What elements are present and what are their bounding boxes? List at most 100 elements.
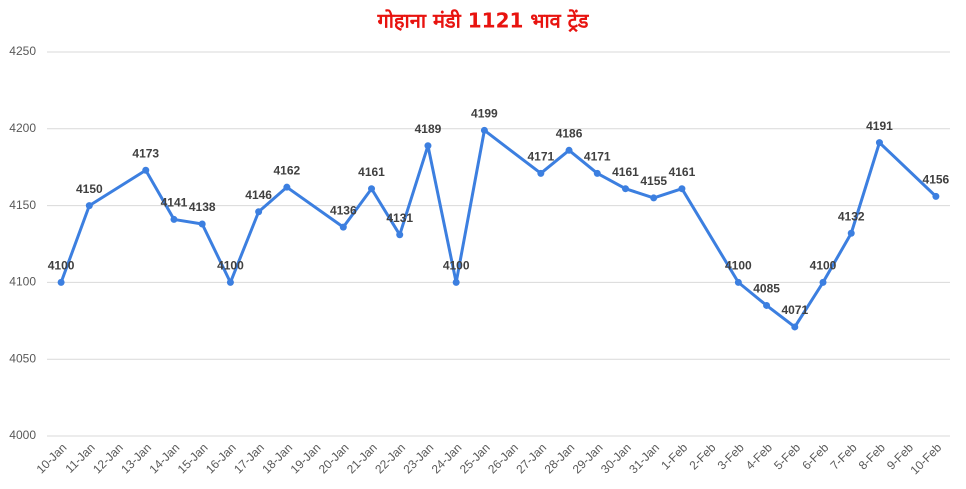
chart-title: गोहाना मंडी 1121 भाव ट्रेंड [376,9,589,33]
line-segment [877,141,938,198]
x-tick-label: 27-Jan [513,440,549,476]
y-tick-label: 4250 [9,44,36,58]
value-label: 4085 [753,282,780,296]
x-tick-label: 4-Feb [743,440,775,472]
line-segment [680,187,740,284]
point [819,278,827,286]
value-label: 4131 [386,211,413,225]
point [170,215,178,223]
point [537,169,545,177]
point [480,126,488,134]
x-tick-label: 13-Jan [118,440,154,476]
line-segment [623,187,656,200]
value-label: 4171 [527,150,554,164]
line-segment [200,222,232,284]
x-tick-label: 26-Jan [485,440,521,476]
x-tick-label: 20-Jan [316,440,352,476]
x-tick-label: 19-Jan [288,440,324,476]
x-tick-label: 16-Jan [203,440,239,476]
x-tick-label: 7-Feb [828,440,860,472]
value-label: 4161 [669,165,696,179]
x-tick-label: 24-Jan [429,440,465,476]
line-segment [285,185,345,229]
y-tick-label: 4100 [9,275,36,289]
y-tick-label: 4000 [9,428,36,442]
x-tick-label: 8-Feb [856,440,888,472]
value-label: 4100 [725,259,752,273]
x-tick-label: 3-Feb [715,440,747,472]
value-label: 4199 [471,107,498,121]
line-segment [793,280,825,329]
line-segment [228,210,261,284]
point [621,185,629,193]
value-label: 4191 [866,119,893,133]
x-tick-label: 6-Feb [799,440,831,472]
value-label: 4161 [612,165,639,179]
value-label: 4173 [132,146,159,160]
line-segment [821,231,853,284]
point [650,194,658,202]
x-tick-label: 22-Jan [372,440,408,476]
point [424,142,432,150]
point [593,169,601,177]
x-tick-label: 10-Feb [907,440,944,477]
value-label: 4100 [48,259,75,273]
value-label: 4155 [640,174,667,188]
line-segment [172,217,204,226]
point [198,220,206,228]
value-label: 4189 [415,122,442,136]
x-tick-label: 15-Jan [175,440,211,476]
point [734,278,742,286]
line-segment [595,171,627,191]
y-tick-label: 4150 [9,198,36,212]
x-tick-label: 1-Feb [658,440,690,472]
value-label: 4071 [781,303,808,317]
point [57,278,65,286]
x-tick-label: 5-Feb [771,440,803,472]
line-segment [341,187,374,229]
line-segment [370,187,402,237]
y-tick-label: 4050 [9,351,36,365]
point [791,323,799,331]
value-label: 4156 [923,173,950,187]
line-segment [87,168,148,208]
point [226,278,234,286]
value-label: 4171 [584,150,611,164]
value-label: 4132 [838,209,865,223]
value-label: 4138 [189,200,216,214]
value-label: 4100 [217,259,244,273]
value-label: 4186 [556,126,583,140]
point [85,202,93,210]
x-tick-label: 23-Jan [400,440,436,476]
x-tick-label: 28-Jan [542,440,578,476]
x-tick-label: 21-Jan [344,440,380,476]
value-label: 4100 [443,259,470,273]
point [255,208,263,216]
line-segment [482,128,543,175]
point [339,223,347,231]
line-segment [539,148,571,175]
line-segment [257,185,289,214]
value-label: 4141 [161,196,188,210]
line-segment [652,187,684,200]
x-tick-label: 2-Feb [686,440,718,472]
value-label: 4162 [274,163,301,177]
line-segment [59,204,91,284]
line-segment [567,148,599,175]
point [763,301,771,309]
line-segment [454,128,486,284]
x-tick-label: 31-Jan [626,440,662,476]
x-tick-label: 18-Jan [259,440,295,476]
point [283,183,291,191]
x-tick-label: 17-Jan [231,440,267,476]
point [932,192,940,200]
value-label: 4100 [810,259,837,273]
y-tick-label: 4200 [9,121,36,135]
x-tick-label: 30-Jan [598,440,634,476]
point [875,139,883,147]
line-segment [144,168,176,221]
point [678,185,686,193]
point [368,185,376,193]
value-label: 4161 [358,165,385,179]
